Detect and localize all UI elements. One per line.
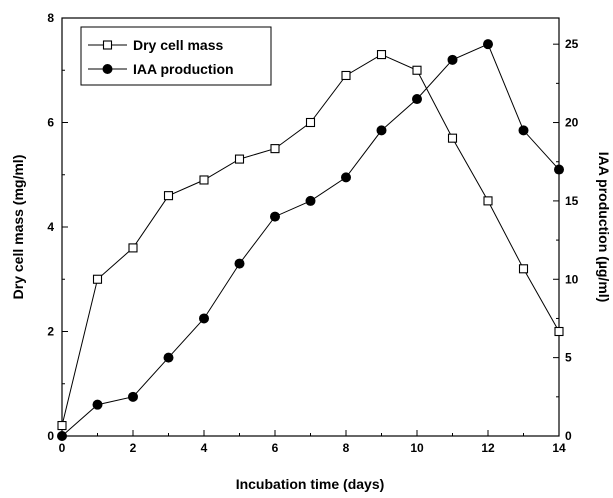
data-point-dry-cell-mass [270, 144, 280, 154]
data-point-dry-cell-mass [163, 191, 174, 201]
y-left-tick-label: 0 [47, 429, 54, 443]
series-layer [57, 39, 564, 441]
data-point-dry-cell-mass [92, 274, 103, 284]
data-point-dry-cell-mass [128, 243, 138, 253]
data-point-dry-cell-mass [518, 264, 529, 274]
y-axis-left-title: Dry cell mass (mg/ml) [10, 155, 26, 300]
data-point-iaa-production [128, 391, 138, 402]
series-line-iaa-production [61, 43, 560, 437]
legend-box [80, 26, 272, 86]
y-left-tick-label: 4 [47, 220, 54, 234]
y-axis-right: 0 5 10 15 20 25 [553, 37, 579, 443]
x-tick-label: 12 [481, 441, 495, 455]
x-tick-label: 14 [552, 441, 566, 455]
data-point-dry-cell-mass [57, 420, 67, 431]
legend-label-iaa-production: IAA production [133, 61, 234, 77]
data-point-iaa-production [57, 431, 67, 441]
x-axis-title: Incubation time (days) [236, 476, 385, 492]
data-point-iaa-production [483, 39, 493, 50]
data-point-iaa-production [199, 313, 209, 324]
y-left-tick-label: 2 [47, 325, 54, 339]
x-tick-label: 4 [201, 441, 208, 455]
data-point-iaa-production [376, 125, 387, 136]
y-left-tick-label: 8 [47, 11, 54, 25]
data-point-dry-cell-mass [234, 154, 245, 164]
y-right-tick-label: 20 [565, 116, 579, 130]
data-point-dry-cell-mass [376, 50, 387, 60]
data-point-iaa-production [412, 94, 422, 105]
data-point-dry-cell-mass [199, 175, 209, 185]
data-point-iaa-production [270, 211, 280, 222]
data-point-dry-cell-mass [412, 65, 422, 75]
x-tick-label: 8 [343, 441, 350, 455]
legend-marker-dry-cell-mass [102, 40, 113, 50]
data-point-dry-cell-mass [341, 70, 351, 81]
y-right-tick-label: 0 [565, 429, 572, 443]
y-left-tick-label: 6 [47, 116, 54, 130]
x-tick-label: 2 [130, 441, 137, 455]
x-axis: 0 2 4 6 8 10 12 14 [59, 430, 566, 455]
data-point-iaa-production [163, 352, 174, 363]
y-right-tick-label: 10 [565, 272, 579, 286]
y-right-tick-label: 5 [565, 351, 572, 365]
x-tick-label: 0 [59, 441, 66, 455]
legend-label-dry-cell-mass: Dry cell mass [133, 37, 223, 53]
y-right-tick-label: 25 [565, 37, 579, 51]
data-point-iaa-production [92, 399, 103, 410]
y-right-tick-label: 15 [565, 194, 579, 208]
y-axis-right-title: IAA production (µg/ml) [596, 152, 612, 303]
data-point-dry-cell-mass [305, 117, 316, 128]
x-tick-label: 10 [410, 441, 424, 455]
data-point-iaa-production [234, 258, 245, 269]
data-point-iaa-production [305, 195, 316, 206]
data-point-iaa-production [518, 125, 529, 136]
legend-marker-iaa-production [102, 64, 113, 74]
data-point-iaa-production [341, 172, 351, 183]
data-point-dry-cell-mass [483, 196, 493, 206]
data-point-dry-cell-mass [554, 326, 564, 337]
data-point-iaa-production [447, 54, 458, 65]
x-tick-label: 6 [272, 441, 279, 455]
y-axis-left: 0 2 4 6 8 [47, 11, 68, 443]
data-point-dry-cell-mass [447, 133, 458, 143]
data-point-iaa-production [554, 164, 564, 175]
series-line-dry-cell-mass [61, 54, 560, 426]
legend: Dry cell mass IAA production [80, 26, 272, 86]
